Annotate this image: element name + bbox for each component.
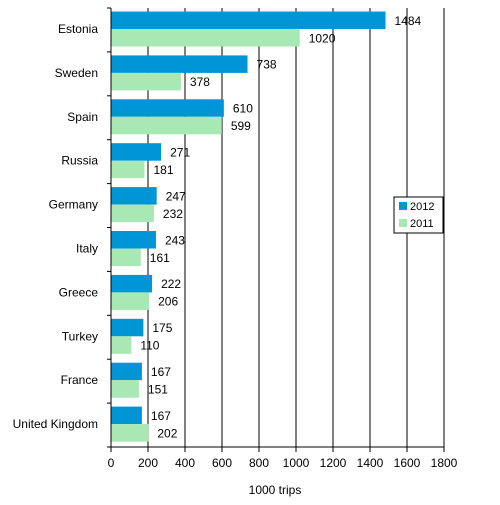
x-tick-label-1000: 1000: [283, 456, 310, 470]
category-label-united-kingdom: United Kingdom: [13, 417, 98, 431]
category-label-russia: Russia: [61, 154, 98, 168]
value-label-united-kingdom-2012: 167: [151, 409, 171, 423]
bar-turkey-2012: [111, 318, 144, 337]
value-label-estonia-2012: 1484: [395, 14, 422, 28]
x-tick-label-600: 600: [212, 456, 232, 470]
legend-label-2011: 2011: [410, 218, 434, 230]
bar-spain-2012: [111, 99, 224, 117]
legend-swatch-2011: [399, 219, 407, 227]
category-label-italy: Italy: [76, 242, 98, 256]
value-label-turkey-2011: 110: [140, 339, 159, 353]
legend: 2012 2011: [393, 196, 444, 234]
bar-germany-2011: [111, 204, 154, 223]
x-tick-label-1800: 1800: [431, 456, 458, 470]
x-axis-title: 1000 trips: [249, 483, 302, 497]
bar-greece-2012: [111, 274, 153, 293]
bar-united-kingdom-2011: [111, 424, 149, 442]
bar-france-2011: [111, 380, 139, 398]
x-tick-label-200: 200: [138, 456, 158, 470]
value-label-france-2011: 151: [148, 382, 168, 396]
value-label-germany-2011: 232: [163, 207, 183, 221]
value-label-greece-2012: 222: [161, 277, 181, 291]
category-label-spain: Spain: [67, 110, 98, 124]
category-label-estonia: Estonia: [58, 22, 98, 36]
bar-greece-2011: [111, 292, 150, 310]
x-tick-label-400: 400: [175, 456, 195, 470]
value-label-sweden-2012: 738: [257, 58, 277, 72]
value-label-spain-2012: 610: [233, 102, 253, 116]
value-label-greece-2011: 206: [158, 295, 178, 309]
bar-sweden-2011: [111, 72, 181, 91]
bars: [111, 11, 386, 442]
category-label-greece: Greece: [59, 285, 99, 299]
x-tick-label-1200: 1200: [320, 456, 347, 470]
value-label-russia-2012: 271: [170, 145, 190, 159]
x-tick-label-800: 800: [249, 456, 269, 470]
category-label-sweden: Sweden: [55, 66, 98, 80]
bar-spain-2011: [111, 116, 222, 135]
value-label-italy-2011: 161: [150, 251, 170, 265]
value-label-estonia-2011: 1020: [309, 31, 336, 45]
bar-turkey-2011: [111, 336, 132, 354]
category-label-turkey: Turkey: [62, 329, 98, 343]
gridlines: [147, 8, 445, 447]
labels: 0 200 400 600 800 1000 1200 1400 1600 1800 1484 102…: [13, 14, 458, 470]
value-label-turkey-2012: 175: [152, 321, 172, 335]
bar-italy-2011: [111, 248, 141, 266]
value-label-germany-2012: 247: [166, 189, 186, 203]
value-label-sweden-2011: 378: [190, 75, 210, 89]
value-label-russia-2011: 181: [153, 163, 173, 177]
axes: [107, 7, 445, 452]
category-label-germany: Germany: [49, 198, 98, 212]
legend-label-2012: 2012: [410, 201, 434, 213]
bar-germany-2012: [111, 187, 157, 205]
value-label-united-kingdom-2011: 202: [157, 426, 177, 440]
bar-united-kingdom-2012: [111, 406, 142, 425]
bar-italy-2012: [111, 231, 156, 249]
bar-estonia-2012: [111, 11, 386, 29]
value-label-spain-2011: 599: [231, 119, 251, 133]
value-label-france-2012: 167: [151, 365, 171, 379]
category-label-france: France: [61, 373, 99, 387]
x-tick-label-1600: 1600: [394, 456, 421, 470]
legend-swatch-2012: [399, 202, 407, 210]
bar-sweden-2012: [111, 55, 248, 73]
x-tick-label-1400: 1400: [357, 456, 384, 470]
bar-estonia-2011: [111, 29, 300, 47]
bar-russia-2012: [111, 143, 162, 161]
bar-france-2012: [111, 362, 142, 381]
value-label-italy-2012: 243: [165, 233, 185, 247]
x-tick-label-0: 0: [108, 456, 115, 470]
bar-russia-2011: [111, 160, 145, 179]
